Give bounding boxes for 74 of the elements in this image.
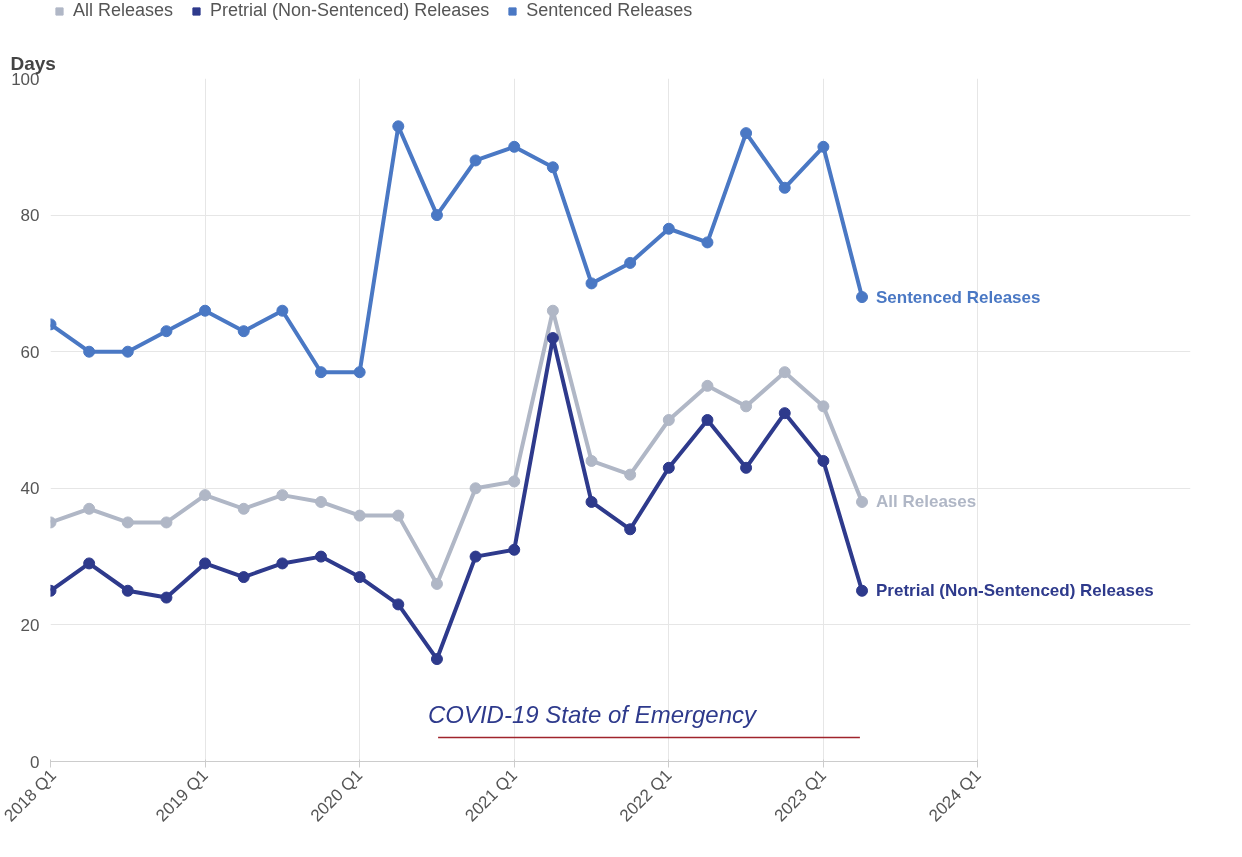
y-tick-label: 40 [20, 479, 40, 499]
point [740, 127, 753, 140]
point [546, 304, 559, 317]
point [315, 366, 328, 379]
point [121, 516, 134, 529]
point [624, 256, 637, 269]
point [856, 495, 869, 508]
point [585, 495, 598, 508]
point [83, 502, 96, 515]
point [817, 454, 830, 467]
point [624, 468, 637, 481]
point [392, 598, 405, 611]
point [430, 653, 443, 666]
point [778, 366, 791, 379]
point [430, 209, 443, 222]
point [662, 222, 675, 235]
point [83, 345, 96, 358]
text: All Releases [876, 492, 977, 512]
point [817, 140, 830, 153]
point [160, 591, 173, 604]
point [83, 557, 96, 570]
point [392, 509, 405, 522]
point [508, 475, 521, 488]
legend-label: Sentenced Releases [526, 0, 693, 21]
point [817, 400, 830, 413]
point [778, 181, 791, 194]
point [121, 584, 134, 597]
point [199, 304, 212, 317]
point [701, 379, 714, 392]
point [508, 543, 521, 556]
point [353, 366, 366, 379]
point [662, 414, 675, 426]
legend-label: Pretrial (Non-Sentenced) Releases [210, 0, 490, 21]
point [469, 550, 482, 563]
point [353, 571, 366, 584]
point [199, 489, 212, 502]
y-tick-label: 60 [20, 342, 40, 362]
point [237, 502, 250, 515]
point [430, 577, 443, 590]
point [353, 509, 366, 522]
annotation: COVID-19 State of Emergency [427, 700, 759, 728]
point [469, 154, 482, 167]
point [276, 557, 289, 570]
text: Sentenced Releases [876, 287, 1041, 307]
y-tick-label: 20 [20, 615, 40, 635]
point [856, 584, 869, 597]
point [276, 304, 289, 317]
point [276, 489, 289, 502]
point [662, 461, 675, 474]
point [469, 482, 482, 495]
point [585, 454, 598, 467]
point [199, 557, 212, 570]
point [121, 345, 134, 358]
y-tick-label: 80 [20, 206, 40, 226]
point [778, 407, 791, 420]
point [701, 236, 714, 249]
point [856, 291, 869, 304]
point [315, 550, 328, 563]
point [740, 461, 753, 474]
point [508, 140, 521, 153]
point [624, 523, 637, 536]
point [315, 495, 328, 508]
legend-label: All Releases [73, 0, 174, 21]
point [160, 325, 173, 338]
point [237, 325, 250, 338]
point [740, 400, 753, 413]
point [585, 277, 598, 290]
text: Pretrial (Non-Sentenced) Releases [876, 581, 1154, 601]
point [701, 414, 714, 426]
y-tick-label: 0 [30, 752, 40, 772]
point [392, 120, 405, 133]
point [160, 516, 173, 529]
point [546, 161, 559, 174]
point [237, 571, 250, 584]
